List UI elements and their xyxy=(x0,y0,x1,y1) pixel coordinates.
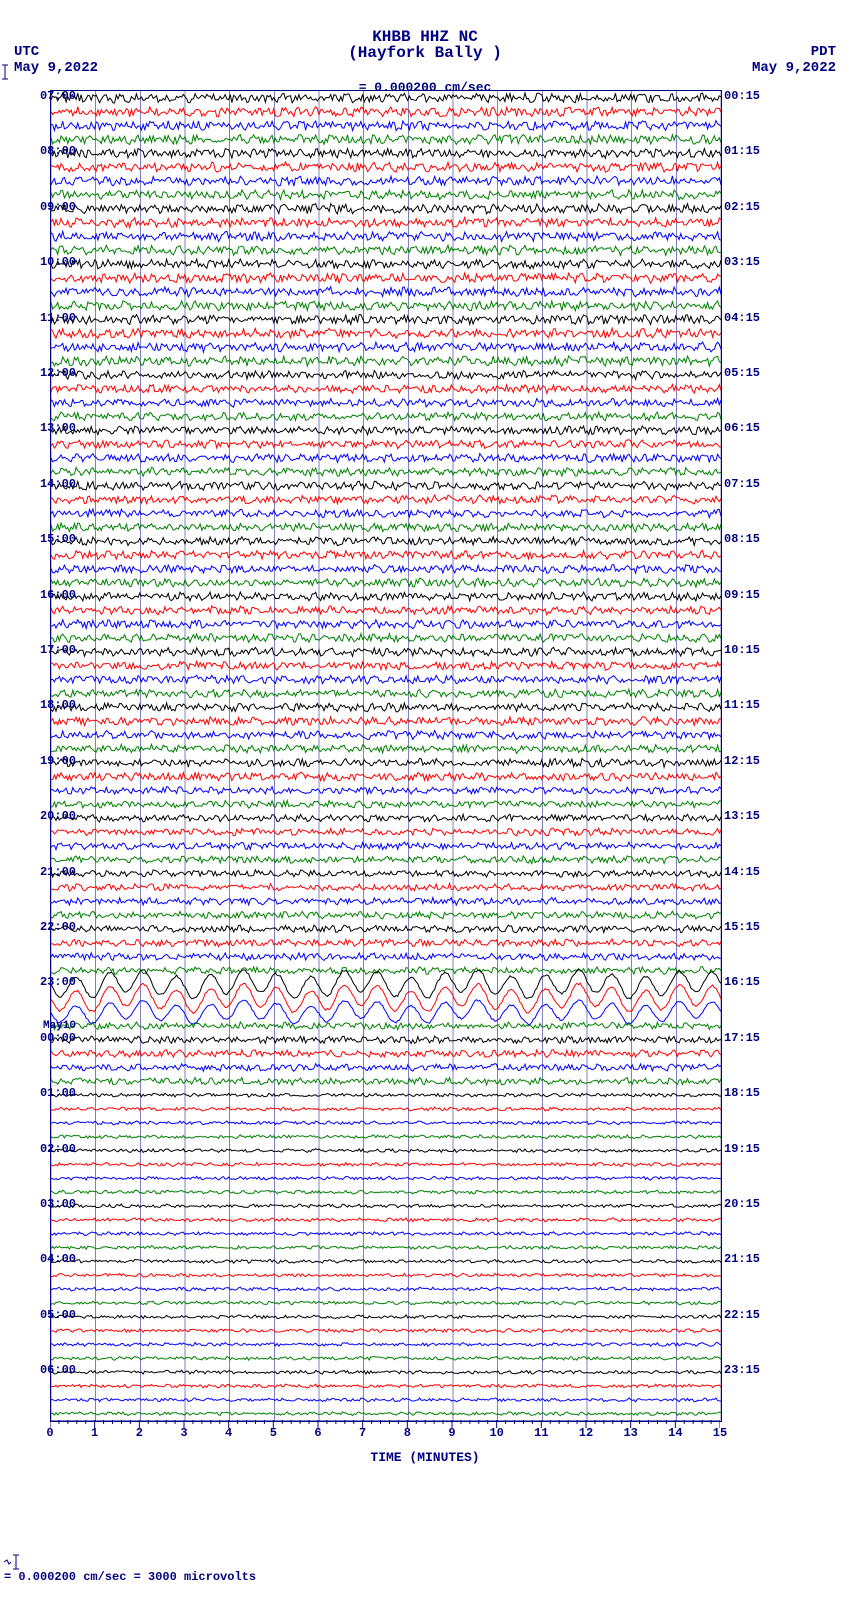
xtick-label: 11 xyxy=(534,1426,548,1440)
xaxis-label: TIME (MINUTES) xyxy=(0,1450,850,1465)
time-label-pdt: 17:15 xyxy=(724,1031,760,1045)
footer-text: = 0.000200 cm/sec = 3000 microvolts xyxy=(4,1570,256,1584)
time-label-utc: 00:00 xyxy=(40,1031,76,1045)
time-label-pdt: 06:15 xyxy=(724,421,760,435)
time-label-utc: 22:00 xyxy=(40,920,76,934)
time-label-pdt: 07:15 xyxy=(724,477,760,491)
xtick-label: 13 xyxy=(623,1426,637,1440)
time-label-pdt: 21:15 xyxy=(724,1252,760,1266)
time-label-utc: 19:00 xyxy=(40,754,76,768)
time-label-pdt: 09:15 xyxy=(724,588,760,602)
xtick-label: 5 xyxy=(270,1426,277,1440)
time-label-pdt: 16:15 xyxy=(724,975,760,989)
footer-scale: = 0.000200 cm/sec = 3000 microvolts xyxy=(4,1554,256,1584)
time-label-pdt: 01:15 xyxy=(724,144,760,158)
xtick-label: 0 xyxy=(46,1426,53,1440)
time-label-pdt: 03:15 xyxy=(724,255,760,269)
time-label-utc: 01:00 xyxy=(40,1086,76,1100)
time-label-utc: 13:00 xyxy=(40,421,76,435)
time-label-pdt: 00:15 xyxy=(724,89,760,103)
seismogram-plot xyxy=(50,90,722,1422)
time-label-utc: 11:00 xyxy=(40,311,76,325)
time-label-utc: 08:00 xyxy=(40,144,76,158)
xtick-label: 15 xyxy=(713,1426,727,1440)
time-label-utc: 21:00 xyxy=(40,865,76,879)
time-label-utc: 06:00 xyxy=(40,1363,76,1377)
time-label-pdt: 18:15 xyxy=(724,1086,760,1100)
time-label-utc: 20:00 xyxy=(40,809,76,823)
time-label-utc: 03:00 xyxy=(40,1197,76,1211)
time-label-utc: 18:00 xyxy=(40,698,76,712)
xtick-label: 9 xyxy=(448,1426,455,1440)
time-label-utc: 17:00 xyxy=(40,643,76,657)
time-label-pdt: 23:15 xyxy=(724,1363,760,1377)
xtick-label: 3 xyxy=(180,1426,187,1440)
time-label-pdt: 02:15 xyxy=(724,200,760,214)
time-label-utc: 16:00 xyxy=(40,588,76,602)
xtick-label: 6 xyxy=(314,1426,321,1440)
time-label-pdt: 11:15 xyxy=(724,698,760,712)
xtick-label: 14 xyxy=(668,1426,682,1440)
time-label-utc: 09:00 xyxy=(40,200,76,214)
seismogram-container: UTC May 9,2022 PDT May 9,2022 KHBB HHZ N… xyxy=(0,0,850,1613)
xtick-label: 8 xyxy=(404,1426,411,1440)
xtick-label: 7 xyxy=(359,1426,366,1440)
time-label-pdt: 13:15 xyxy=(724,809,760,823)
xtick-label: 2 xyxy=(136,1426,143,1440)
time-label-pdt: 14:15 xyxy=(724,865,760,879)
time-label-pdt: 12:15 xyxy=(724,754,760,768)
time-label-pdt: 15:15 xyxy=(724,920,760,934)
xaxis-ticks xyxy=(50,1420,720,1440)
time-label-utc: 02:00 xyxy=(40,1142,76,1156)
time-label-utc: 10:00 xyxy=(40,255,76,269)
time-label-utc: 05:00 xyxy=(40,1308,76,1322)
time-label-utc: 07:00 xyxy=(40,89,76,103)
plot-svg xyxy=(51,91,721,1421)
time-label-utc: 14:00 xyxy=(40,477,76,491)
time-label-pdt: 04:15 xyxy=(724,311,760,325)
xtick-label: 12 xyxy=(579,1426,593,1440)
time-label-utc: 23:00 xyxy=(40,975,76,989)
time-label-utc: 04:00 xyxy=(40,1252,76,1266)
time-label-utc: 15:00 xyxy=(40,532,76,546)
xtick-label: 10 xyxy=(489,1426,503,1440)
time-label-utc: 12:00 xyxy=(40,366,76,380)
time-label-pdt: 08:15 xyxy=(724,532,760,546)
xtick-label: 1 xyxy=(91,1426,98,1440)
time-label-pdt: 10:15 xyxy=(724,643,760,657)
time-label-pdt: 20:15 xyxy=(724,1197,760,1211)
xtick-label: 4 xyxy=(225,1426,232,1440)
time-label-pdt: 19:15 xyxy=(724,1142,760,1156)
time-label-pdt: 22:15 xyxy=(724,1308,760,1322)
time-label-pdt: 05:15 xyxy=(724,366,760,380)
station-location: (Hayfork Bally ) xyxy=(0,44,850,62)
